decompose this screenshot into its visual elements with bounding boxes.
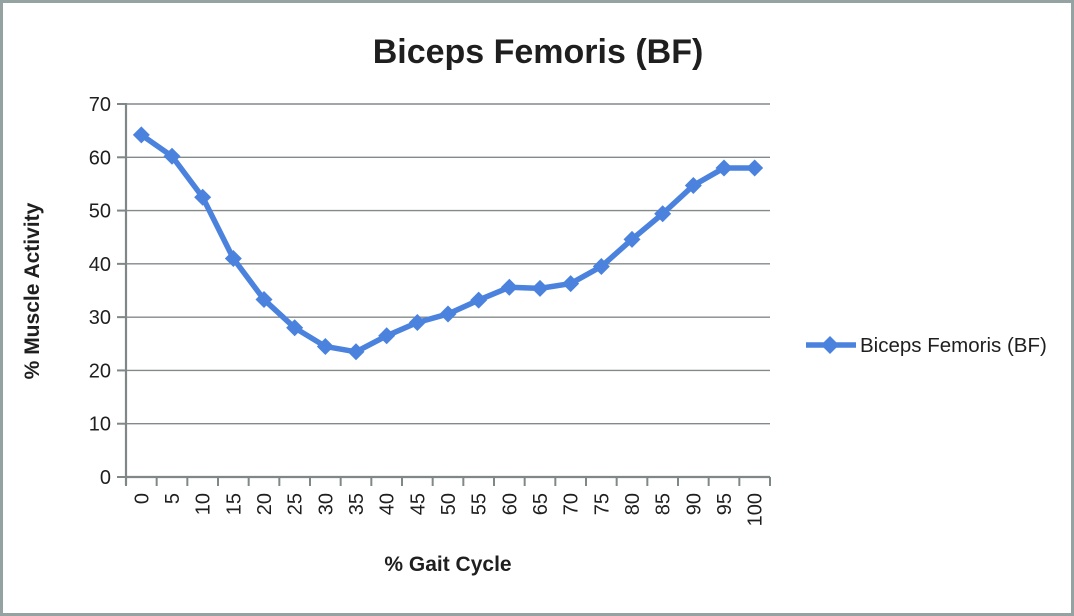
legend: Biceps Femoris (BF) (806, 334, 1047, 357)
chart-canvas: Biceps Femoris (BF) % Muscle Activity % … (21, 33, 1047, 576)
series-marker (470, 291, 488, 309)
series-marker (408, 313, 426, 331)
y-tick-label: 50 (89, 201, 111, 223)
series-marker (746, 159, 764, 177)
series-marker (316, 337, 334, 355)
x-tick-label: 15 (223, 493, 245, 515)
x-tick-label: 5 (162, 493, 184, 504)
x-tick-label: 0 (131, 493, 153, 504)
series-marker (224, 250, 242, 268)
x-tick-label: 90 (683, 493, 705, 515)
x-tick-label: 20 (254, 493, 276, 515)
series-marker (163, 147, 181, 165)
y-axis-title: % Muscle Activity (21, 202, 44, 379)
x-tick-label: 100 (745, 493, 767, 526)
y-tick-label: 20 (89, 360, 111, 382)
series-marker (500, 278, 518, 296)
legend-label: Biceps Femoris (BF) (860, 334, 1047, 357)
series-marker (531, 279, 549, 297)
y-tick-label: 40 (89, 254, 111, 276)
series-marker (623, 230, 641, 248)
series-marker (194, 188, 212, 206)
x-tick-label: 60 (499, 493, 521, 515)
x-tick-label: 65 (530, 493, 552, 515)
series-marker (715, 159, 733, 177)
x-tick-label: 55 (469, 493, 491, 515)
y-tick-label: 10 (89, 414, 111, 436)
series-marker (684, 177, 702, 195)
x-tick-label: 25 (285, 493, 307, 515)
series-marker (562, 275, 580, 293)
x-tick-label: 40 (377, 493, 399, 515)
x-tick-label: 50 (438, 493, 460, 515)
series-marker (255, 291, 273, 309)
data-series (132, 126, 764, 361)
gridlines (126, 103, 770, 425)
x-tick-label: 30 (315, 493, 337, 515)
series-marker (439, 305, 457, 323)
x-axis-ticks: 0 5 10 15 20 25 30 35 40 45 50 55 60 65 70 75 80 85 90 95 10… (125, 477, 771, 526)
x-axis-title: % Gait Cycle (384, 553, 511, 576)
series-marker (654, 205, 672, 223)
legend-diamond-marker-icon (821, 336, 839, 354)
y-tick-label: 60 (89, 147, 111, 169)
y-tick-label: 30 (89, 307, 111, 329)
series-marker (592, 258, 610, 276)
x-tick-label: 45 (407, 493, 429, 515)
series-marker (378, 327, 396, 345)
y-axis-ticks: 0 10 20 30 40 50 60 70 (89, 94, 126, 489)
x-tick-label: 35 (346, 493, 368, 515)
x-tick-label: 75 (591, 493, 613, 515)
x-tick-label: 80 (622, 493, 644, 515)
x-tick-label: 95 (714, 493, 736, 515)
x-tick-label: 10 (193, 493, 215, 515)
series-marker (286, 319, 304, 337)
y-tick-label: 0 (100, 467, 111, 489)
chart-title: Biceps Femoris (BF) (373, 33, 704, 71)
series-marker (347, 343, 365, 361)
series-marker (132, 126, 150, 144)
y-tick-label: 70 (89, 94, 111, 116)
x-tick-label: 85 (653, 493, 675, 515)
x-tick-label: 70 (561, 493, 583, 515)
